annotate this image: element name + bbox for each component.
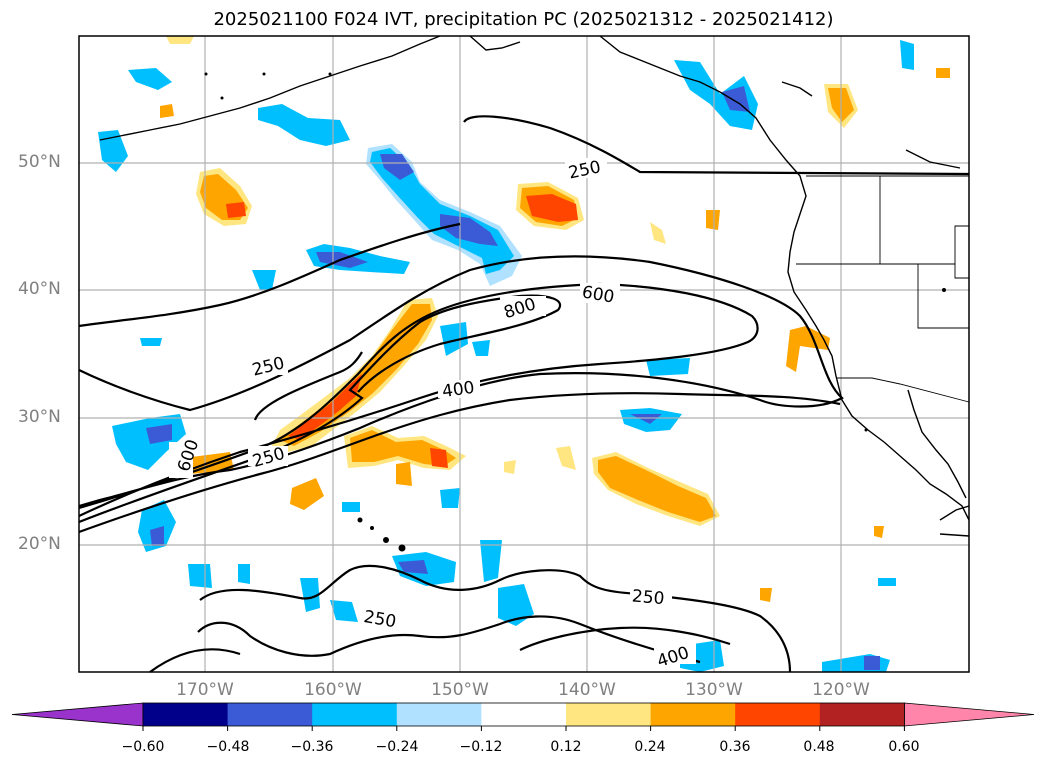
colorbar-tick-label: −0.48 — [206, 739, 250, 755]
ivt-contours — [78, 115, 970, 673]
colorbar-tick-label: 0.12 — [550, 739, 582, 755]
lon-label: 160°W — [304, 680, 362, 700]
contour-label: 400 — [441, 378, 476, 402]
colorbar-segment — [566, 703, 652, 726]
lat-label: 50°N — [18, 152, 61, 172]
chart-title: 2025021100 F024 IVT, precipitation PC (2… — [213, 9, 834, 30]
lat-label: 40°N — [18, 279, 61, 299]
lon-label: 120°W — [812, 680, 870, 700]
colorbar-segment — [227, 703, 313, 726]
state-borders — [796, 175, 970, 403]
lon-label: 140°W — [558, 680, 616, 700]
map-border — [78, 35, 970, 673]
contour-label-bg — [169, 158, 696, 664]
lat-label: 20°N — [18, 534, 61, 554]
contour-label: 250 — [631, 586, 665, 609]
colorbar-tick-label: 0.60 — [888, 739, 920, 755]
colorbar-segment — [143, 703, 229, 726]
colorbar-segment — [650, 703, 736, 726]
lon-label: 150°W — [431, 680, 489, 700]
colorbar-tick-label: −0.36 — [290, 739, 334, 755]
colorbar — [11, 702, 1035, 731]
colorbar-segment — [819, 703, 905, 726]
colorbar-segment — [481, 703, 567, 726]
colorbar-extend-low — [11, 702, 144, 727]
colorbar-tick-label: −0.60 — [121, 739, 165, 755]
coastlines — [99, 35, 970, 537]
colorbar-segment — [735, 703, 821, 726]
lat-label: 30°N — [18, 407, 61, 427]
colorbar-extend-high — [904, 702, 1035, 727]
colorbar-tick-label: −0.12 — [459, 739, 503, 755]
colorbar-tick-label: 0.48 — [803, 739, 835, 755]
colorbar-tick-label: 0.24 — [634, 739, 666, 755]
lon-label: 130°W — [685, 680, 743, 700]
islands — [204, 72, 946, 552]
lon-label: 170°W — [176, 680, 234, 700]
colorbar-segment — [312, 703, 398, 726]
colorbar-tick-label: −0.24 — [375, 739, 419, 755]
colorbar-outline — [142, 702, 905, 727]
colorbar-segment — [396, 703, 482, 726]
colorbar-tick-label: 0.36 — [719, 739, 751, 755]
map-area — [79, 36, 969, 672]
